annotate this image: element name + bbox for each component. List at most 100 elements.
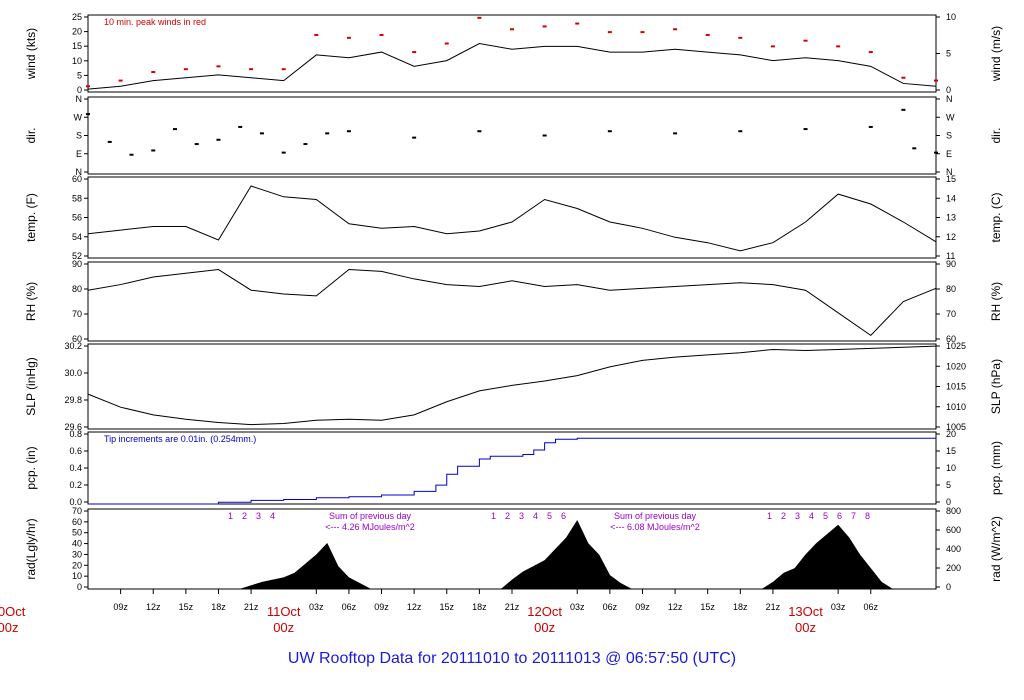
temp-left-tick-label: 56 (72, 213, 82, 223)
temp-left-tick-label: 54 (72, 232, 82, 242)
dir-right-tick-label: W (946, 112, 955, 122)
wind-peak-point (314, 33, 319, 36)
rad-hour-mark: 1 (767, 511, 772, 521)
date-hour-label: 00z (795, 620, 816, 635)
dir-right-tick-label: N (946, 94, 953, 104)
rad-hour-mark: 2 (505, 511, 510, 521)
slp-right-tick-label: 1005 (946, 422, 966, 432)
rad-annotation-title: Sum of previous day (329, 511, 412, 521)
wind-peak-point (770, 45, 775, 48)
temp-right-tick-label: 15 (946, 174, 956, 184)
temp-left-tick-label: 52 (72, 251, 82, 261)
pcp-right-tick-label: 10 (946, 463, 956, 473)
rad-right-tick-label: 600 (946, 525, 961, 535)
date-hour-label: 00z (534, 620, 555, 635)
time-tick-label: 09z (113, 602, 128, 612)
rad-right-tick-label: 0 (946, 582, 951, 592)
date-hour-label: 00z (0, 620, 18, 635)
pcp-left-axis-label: pcp. (in) (24, 446, 38, 489)
slp-left-tick-label: 29.6 (64, 422, 82, 432)
dir-direction-point (738, 130, 743, 133)
dir-direction-point (151, 149, 156, 152)
wind-peak-point (151, 71, 156, 74)
rad-left-axis-label: rad(Lgly/hr) (24, 518, 38, 579)
date-label: 11Oct (267, 604, 301, 619)
rad-right-tick-label: 800 (946, 506, 961, 516)
date-label: 10Oct (0, 604, 26, 619)
dir-direction-point (901, 108, 906, 111)
pcp-right-tick-label: 5 (946, 480, 951, 490)
rad-right-axis-label: rad (W/m^2) (989, 516, 1003, 582)
dir-frame (87, 96, 937, 175)
pcp-precipitation-line (88, 437, 936, 505)
slp-right-tick-label: 1025 (946, 341, 966, 351)
wind-peak-point (803, 39, 808, 42)
rad-hour-mark: 2 (781, 511, 786, 521)
temp-left-tick-label: 60 (72, 174, 82, 184)
wind-peak-point (836, 45, 841, 48)
slp-left-tick-label: 29.8 (64, 395, 82, 405)
wind-frame (87, 14, 937, 93)
rh-right-tick-label: 70 (946, 309, 956, 319)
wind-right-tick-label: 0 (946, 85, 951, 95)
time-tick-label: 21z (244, 602, 259, 612)
time-tick-label: 15z (179, 602, 194, 612)
wind-peak-point (183, 68, 188, 71)
wind-peak-point (86, 85, 90, 88)
rad-hour-mark: 5 (547, 511, 552, 521)
dir-direction-point (868, 125, 873, 128)
wind-right-axis-label: wind (m/s) (989, 26, 1003, 82)
time-tick-label: 03z (309, 602, 324, 612)
temp-left-tick-label: 58 (72, 193, 82, 203)
rad-hour-mark: 8 (865, 511, 870, 521)
slp-frame (87, 343, 937, 430)
dir-direction-point (412, 136, 417, 139)
dir-right-tick-label: E (946, 149, 952, 159)
rh-left-tick-label: 70 (72, 309, 82, 319)
time-tick-label: 12z (407, 602, 422, 612)
rad-hour-mark: 1 (491, 511, 496, 521)
rad-left-tick-label: 40 (72, 539, 82, 549)
slp-left-tick-label: 30.2 (64, 341, 82, 351)
rad-annotation-title: Sum of previous day (614, 511, 697, 521)
dir-direction-point (607, 130, 612, 133)
pcp-right-tick-label: 20 (946, 429, 956, 439)
dir-left-tick-label: E (76, 149, 82, 159)
pcp-left-tick-label: 0.0 (69, 497, 82, 507)
wind-peak-point (575, 22, 580, 25)
rh-left-tick-label: 80 (72, 284, 82, 294)
dir-direction-point (86, 113, 90, 116)
rad-hour-mark: 1 (228, 511, 233, 521)
wind-left-tick-label: 25 (72, 12, 82, 22)
rad-hour-mark: 6 (561, 511, 566, 521)
slp-sea-level-pressure-line (87, 345, 937, 426)
dir-direction-point (325, 132, 330, 135)
time-tick-label: 12z (146, 602, 161, 612)
rh-left-tick-label: 60 (72, 334, 82, 344)
slp-left-tick-label: 30.0 (64, 368, 82, 378)
time-tick-label: 18z (472, 602, 487, 612)
wind-peak-point (412, 51, 417, 54)
dir-direction-point (934, 151, 938, 154)
wind-peak-point (118, 79, 123, 82)
temp-right-tick-label: 14 (946, 193, 956, 203)
rad-hour-mark: 4 (809, 511, 814, 521)
wind-peak-point (249, 68, 254, 71)
temp-frame (87, 176, 937, 259)
temp-right-tick-label: 11 (946, 251, 955, 261)
rad-right-tick-label: 200 (946, 563, 961, 573)
dir-direction-point (107, 140, 112, 143)
dir-direction-point (303, 143, 308, 146)
rh-frame (87, 261, 937, 342)
dir-direction-point (477, 130, 482, 133)
temp-left-axis-label: temp. (F) (24, 193, 38, 242)
pcp-left-tick-label: 0.6 (69, 446, 82, 456)
wind-peak-point (934, 79, 938, 82)
date-hour-label: 00z (273, 620, 294, 635)
dir-left-tick-label: S (76, 131, 82, 141)
wind-peak-point (868, 51, 873, 54)
pcp-left-tick-label: 0.8 (69, 429, 82, 439)
dir-direction-point (281, 151, 286, 154)
dir-direction-point (216, 138, 221, 141)
wind-left-tick-label: 10 (72, 56, 82, 66)
